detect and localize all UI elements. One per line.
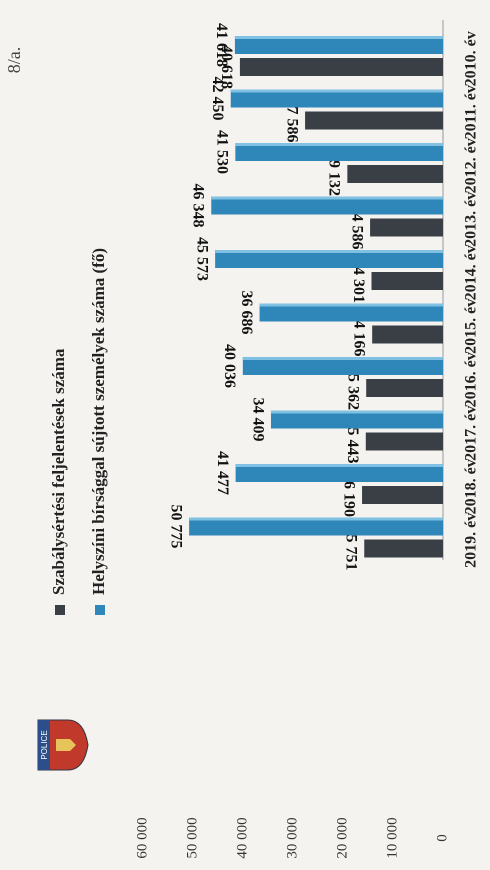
- data-label: 14 586: [348, 206, 365, 250]
- bar-highlight: [189, 517, 443, 521]
- bar-helyszini-birsag: [189, 517, 443, 536]
- category-label: 2012. év: [463, 138, 480, 193]
- tick-label: 30 000: [284, 817, 300, 858]
- data-label: 16 190: [340, 473, 357, 517]
- data-label: 14 166: [350, 313, 367, 357]
- tick-label: 10 000: [384, 817, 400, 858]
- page-number: 8/a.: [4, 47, 24, 74]
- svg-text:POLICE: POLICE: [40, 730, 49, 759]
- bar-highlight: [211, 196, 443, 200]
- data-label: 41 618: [213, 23, 230, 67]
- data-label: 40 618: [218, 45, 235, 89]
- police-logo: POLICE: [37, 719, 89, 771]
- category-label: 2019. év: [463, 513, 480, 568]
- bar-feljelentes: [362, 486, 443, 504]
- bar-feljelentes: [370, 218, 443, 237]
- data-label: 50 775: [167, 505, 184, 549]
- bar-highlight: [234, 36, 443, 39]
- bar-highlight: [235, 464, 443, 467]
- bar-feljelentes: [372, 325, 443, 344]
- bar-feljelentes: [347, 165, 443, 183]
- bar-highlight: [215, 250, 443, 253]
- category-label: 2014. év: [463, 245, 480, 300]
- bar-helyszini-birsag: [242, 357, 443, 375]
- data-label: 40 036: [221, 344, 238, 388]
- data-label: 15 443: [344, 420, 361, 464]
- data-label: 41 530: [214, 130, 231, 174]
- data-label: 42 450: [209, 77, 226, 121]
- tick-label: 0: [434, 834, 450, 842]
- data-label: 45 573: [193, 237, 210, 281]
- category-label: 2010. év: [463, 31, 480, 86]
- tick-label: 60 000: [134, 817, 150, 858]
- bar-helyszini-birsag: [230, 89, 443, 108]
- data-label: 36 686: [238, 291, 255, 335]
- legend-swatch: [95, 605, 105, 615]
- bar-highlight: [242, 357, 443, 360]
- bar-feljelentes: [365, 432, 443, 451]
- data-label: 19 132: [326, 152, 343, 196]
- bar-helyszini-birsag: [270, 410, 443, 429]
- legend-swatch: [55, 605, 65, 615]
- bar-highlight: [235, 143, 443, 146]
- category-label: 2018. év: [463, 459, 480, 514]
- category-label: 2011. év: [463, 85, 480, 139]
- bar-highlight: [270, 410, 443, 414]
- bar-helyszini-birsag: [234, 36, 443, 54]
- tick-label: 50 000: [184, 817, 200, 858]
- legend-label: Szabálysértési feljelentések száma: [49, 348, 68, 595]
- data-label: 15 362: [345, 366, 362, 410]
- bar-highlight: [230, 89, 443, 93]
- data-label: 27 586: [283, 99, 300, 143]
- bar-highlight: [259, 303, 443, 307]
- bar-feljelentes: [305, 111, 443, 130]
- bar-helyszini-birsag: [215, 250, 443, 268]
- category-label: 2017. év: [463, 406, 480, 461]
- category-label: 2016. év: [463, 352, 480, 407]
- data-label: 34 409: [249, 398, 266, 442]
- bar-feljelentes: [366, 379, 443, 397]
- bar-helyszini-birsag: [235, 464, 443, 482]
- bar-helyszini-birsag: [259, 303, 443, 322]
- tick-label: 20 000: [334, 817, 350, 858]
- data-label: 46 348: [190, 184, 207, 228]
- bar-feljelentes: [364, 539, 443, 558]
- bar-feljelentes: [239, 58, 443, 76]
- data-label: 15 751: [343, 527, 360, 571]
- bar-helyszini-birsag: [211, 196, 443, 215]
- tick-label: 40 000: [234, 817, 250, 858]
- legend-label: Helyszíni bírsággal sújtott személyek sz…: [89, 248, 108, 595]
- category-label: 2013. év: [463, 192, 480, 247]
- bar-helyszini-birsag: [235, 143, 443, 161]
- bar-feljelentes: [371, 272, 443, 290]
- data-label: 14 301: [350, 259, 367, 303]
- data-label: 41 477: [214, 451, 231, 495]
- category-label: 2015. év: [463, 299, 480, 354]
